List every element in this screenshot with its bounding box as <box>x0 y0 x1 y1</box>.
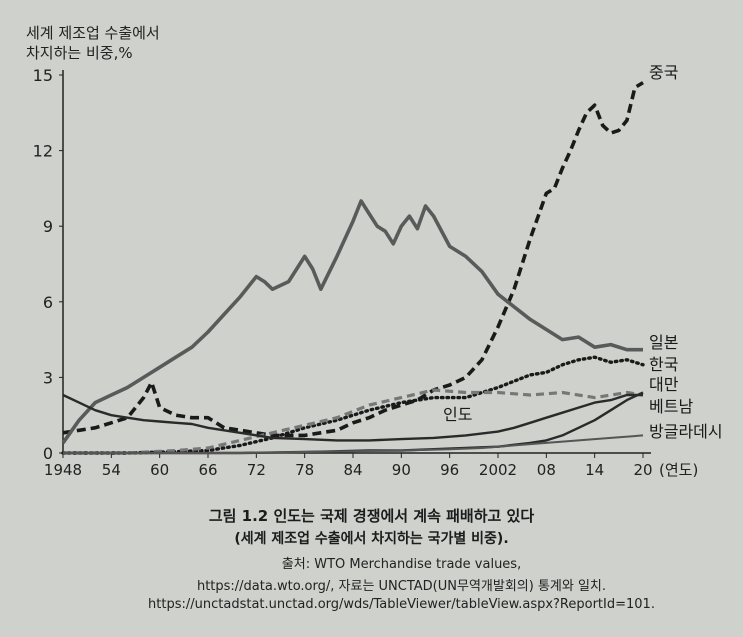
figure-caption-subtitle: (세계 제조업 수출에서 차지하는 국가별 비중). <box>234 531 509 547</box>
series-label-베트남: 베트남 <box>649 397 693 416</box>
series-line-방글라데시 <box>63 434 644 454</box>
series-label-방글라데시: 방글라데시 <box>649 422 723 441</box>
series-line-인도 <box>62 393 643 442</box>
x-tick-label: 66 <box>198 461 217 479</box>
y-tick-label: 3 <box>43 368 53 387</box>
series-label-대만: 대만 <box>649 375 679 394</box>
line-chart: 0 3 6 9 12 15 1948 54 60 66 72 78 84 90 96 2002 08 14 20 (연… <box>33 63 723 479</box>
y-axis-label-line-1: 세계 제조업 수출에서 <box>26 24 160 42</box>
y-tick-label: 12 <box>33 142 53 161</box>
figure-caption-title: 그림 1.2 인도는 국제 경쟁에서 계속 패배하고 있다 <box>208 507 535 525</box>
x-axis-unit-label: (연도) <box>659 461 698 479</box>
x-tick-label: 84 <box>343 461 362 479</box>
series-line-일본 <box>61 199 643 444</box>
series-label-일본: 일본 <box>649 333 678 352</box>
x-tick-label: 20 <box>633 461 652 479</box>
x-tick-label: 72 <box>247 461 266 479</box>
y-tick-label: 0 <box>43 444 53 463</box>
series-line-대만 <box>63 388 644 455</box>
x-tick-label: 1948 <box>44 461 82 479</box>
source-note-line-2: https://data.wto.org/, 자료는 UNCTAD(UN무역개발… <box>196 579 607 594</box>
x-tick-label: 90 <box>392 461 411 479</box>
series-line-한국 <box>61 355 645 455</box>
x-tick-label: 96 <box>440 461 459 479</box>
x-tick-label: 2002 <box>479 461 517 479</box>
x-tick-label: 60 <box>150 461 169 479</box>
y-tick-label: 9 <box>43 217 53 236</box>
x-tick-label: 08 <box>537 461 556 479</box>
y-axis-label-line-2: 차지하는 비중,% <box>26 44 133 62</box>
x-tick-label: 78 <box>295 461 314 479</box>
series-label-인도: 인도 <box>443 405 472 424</box>
x-tick-label: 14 <box>585 461 604 479</box>
x-tick-label: 54 <box>102 461 121 479</box>
y-tick-label: 6 <box>43 293 53 312</box>
series-line-중국 <box>62 81 644 438</box>
source-note-line-3: https://unctadstat.unctad.org/wds/TableV… <box>148 597 655 612</box>
y-tick-label: 15 <box>33 66 53 85</box>
source-note-line-1: 출처: WTO Merchandise trade values, <box>281 557 522 572</box>
series-label-중국: 중국 <box>649 63 678 82</box>
series-label-한국: 한국 <box>649 355 678 374</box>
